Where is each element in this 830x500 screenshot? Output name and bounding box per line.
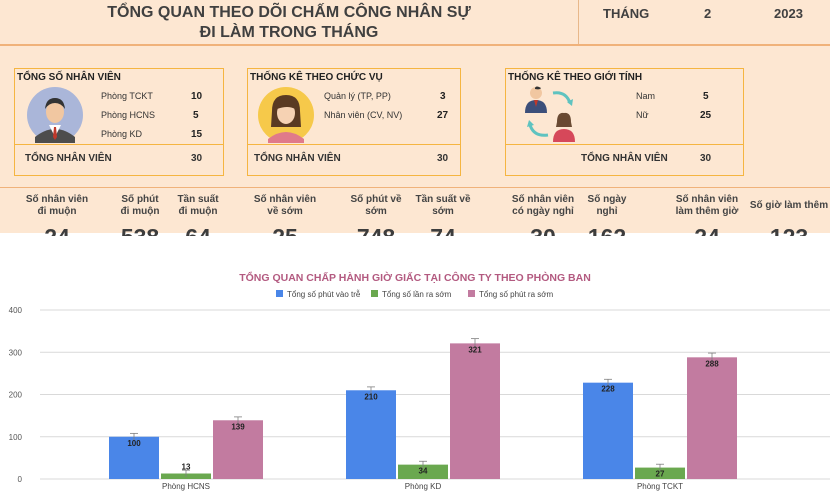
staff-count-panel: TỔNG SỐ NHÂN VIÊN Phòng TCKT 10 Phòng HC… <box>14 68 224 176</box>
male-employee-avatar-icon <box>27 87 83 143</box>
chart-area: TỔNG QUAN CHẤP HÀNH GIỜ GIẤC TẠI CÔNG TY… <box>0 236 830 495</box>
position-row-label: Nhân viên (CV, NV) <box>324 110 403 120</box>
month-label: THÁNG <box>603 6 650 21</box>
gender-row-value: 25 <box>700 110 712 121</box>
stat-label: Số nhân viên đi muộn <box>25 194 89 217</box>
y-tick-label: 200 <box>9 391 23 400</box>
position-footer-label: TỔNG NHÂN VIÊN <box>254 153 341 164</box>
stat-label: Số nhân viên có ngày nghỉ <box>511 194 575 217</box>
x-tick-label: Phòng HCNS <box>162 482 210 491</box>
legend-label: Tổng số phút vào trễ <box>287 290 361 299</box>
bar-data-label: 34 <box>419 467 428 476</box>
bar <box>346 390 396 479</box>
bar <box>213 420 263 479</box>
staff-row-value: 5 <box>193 110 199 121</box>
y-tick-label: 0 <box>18 475 23 484</box>
position-footer-value: 30 <box>437 153 449 164</box>
chart-bars: 100 13 139 210 34 321 228 27 288 <box>109 338 737 479</box>
bar <box>583 382 633 479</box>
y-tick-label: 300 <box>9 348 23 357</box>
position-row-label: Quản lý (TP, PP) <box>324 91 391 101</box>
gender-panel-title: THỐNG KÊ THEO GIỚI TÍNH <box>508 72 643 83</box>
staff-row-value: 15 <box>191 129 203 140</box>
bar-data-label: 288 <box>705 359 719 368</box>
x-tick-label: Phòng KD <box>405 482 442 491</box>
header-bar: TỔNG QUAN THEO DÕI CHẤM CÔNG NHÂN SỰ ĐI … <box>0 0 830 46</box>
dashboard-title-line2: ĐI LÀM TRONG THÁNG <box>199 24 379 41</box>
staff-row-label: Phòng KD <box>101 129 143 139</box>
bar-data-label: 27 <box>656 470 665 479</box>
staff-footer-label: TỔNG NHÂN VIÊN <box>25 153 112 164</box>
y-tick-label: 400 <box>9 306 23 315</box>
chart-title: TỔNG QUAN CHẤP HÀNH GIỜ GIẤC TẠI CÔNG TY… <box>239 271 591 284</box>
bar <box>635 467 685 479</box>
panel-divider <box>15 144 223 145</box>
bar <box>687 357 737 479</box>
staff-row-label: Phòng TCKT <box>101 91 153 101</box>
stat-label: Số phút đi muộn <box>120 194 160 217</box>
position-panel-title: THỐNG KÊ THEO CHỨC VỤ <box>250 72 383 83</box>
stat-label: Tần suất đi muộn <box>177 194 219 217</box>
gender-footer-label: TỔNG NHÂN VIÊN <box>581 153 668 164</box>
bar <box>109 436 159 479</box>
header-divider <box>578 0 579 44</box>
y-tick-label: 100 <box>9 433 23 442</box>
bar-data-label: 321 <box>468 345 482 354</box>
position-stats-panel: THỐNG KÊ THEO CHỨC VỤ Quản lý (TP, PP) 3… <box>247 68 461 176</box>
x-tick-label: Phòng TCKT <box>637 482 683 491</box>
position-row-value: 27 <box>437 110 449 121</box>
position-row-value: 3 <box>440 91 446 102</box>
gender-row-label: Nam <box>636 91 656 101</box>
gender-exchange-icon <box>525 86 575 142</box>
panel-divider <box>248 144 460 145</box>
bar-data-label: 210 <box>364 392 378 401</box>
panel-divider <box>506 144 743 145</box>
staff-row-value: 10 <box>191 91 203 102</box>
legend-swatch <box>276 290 283 297</box>
chart-legend: Tổng số phút vào trễ Tổng số lần ra sớm Tổ… <box>276 290 554 299</box>
stat-label: Số ngày nghỉ <box>587 194 627 217</box>
dashboard-title-line1: TỔNG QUAN THEO DÕI CHẤM CÔNG NHÂN SỰ <box>107 4 471 21</box>
bar-data-label: 139 <box>231 422 245 431</box>
staff-panel-title: TỔNG SỐ NHÂN VIÊN <box>17 72 121 83</box>
gender-stats-panel: THỐNG KÊ THEO GIỚI TÍNH Nam 5 Nữ 25 TỔNG… <box>505 68 744 176</box>
bar-data-label: 100 <box>127 439 141 448</box>
department-attendance-bar-chart: TỔNG QUAN CHẤP HÀNH GIỜ GIẤC TẠI CÔNG TY… <box>9 271 830 491</box>
legend-swatch <box>371 290 378 297</box>
gender-row-label: Nữ <box>636 110 649 120</box>
legend-label: Tổng số phút ra sớm <box>479 290 554 299</box>
chart-x-labels: Phòng HCNS Phòng KD Phòng TCKT <box>162 482 683 491</box>
bar-data-label: 228 <box>601 385 615 394</box>
band-divider <box>0 187 830 188</box>
female-employee-avatar-icon <box>258 87 314 143</box>
staff-row-label: Phòng HCNS <box>101 110 156 120</box>
month-value[interactable]: 2 <box>704 6 712 21</box>
legend-swatch <box>468 290 475 297</box>
gender-footer-value: 30 <box>700 153 712 164</box>
stat-label: Số phút về sớm <box>350 194 402 217</box>
stat-label: Số nhân viên về sớm <box>253 194 317 217</box>
gender-row-value: 5 <box>703 91 709 102</box>
year-value[interactable]: 2023 <box>774 6 803 21</box>
stat-label: Số nhân viên làm thêm giờ <box>675 194 739 217</box>
bar <box>398 464 448 479</box>
staff-footer-value: 30 <box>191 153 203 164</box>
stat-label: Tần suất về sớm <box>415 194 471 217</box>
bar-data-label: 13 <box>182 463 191 472</box>
stat-label: Số giờ làm thêm <box>749 200 829 211</box>
bar <box>450 343 500 479</box>
legend-label: Tổng số lần ra sớm <box>382 290 452 299</box>
